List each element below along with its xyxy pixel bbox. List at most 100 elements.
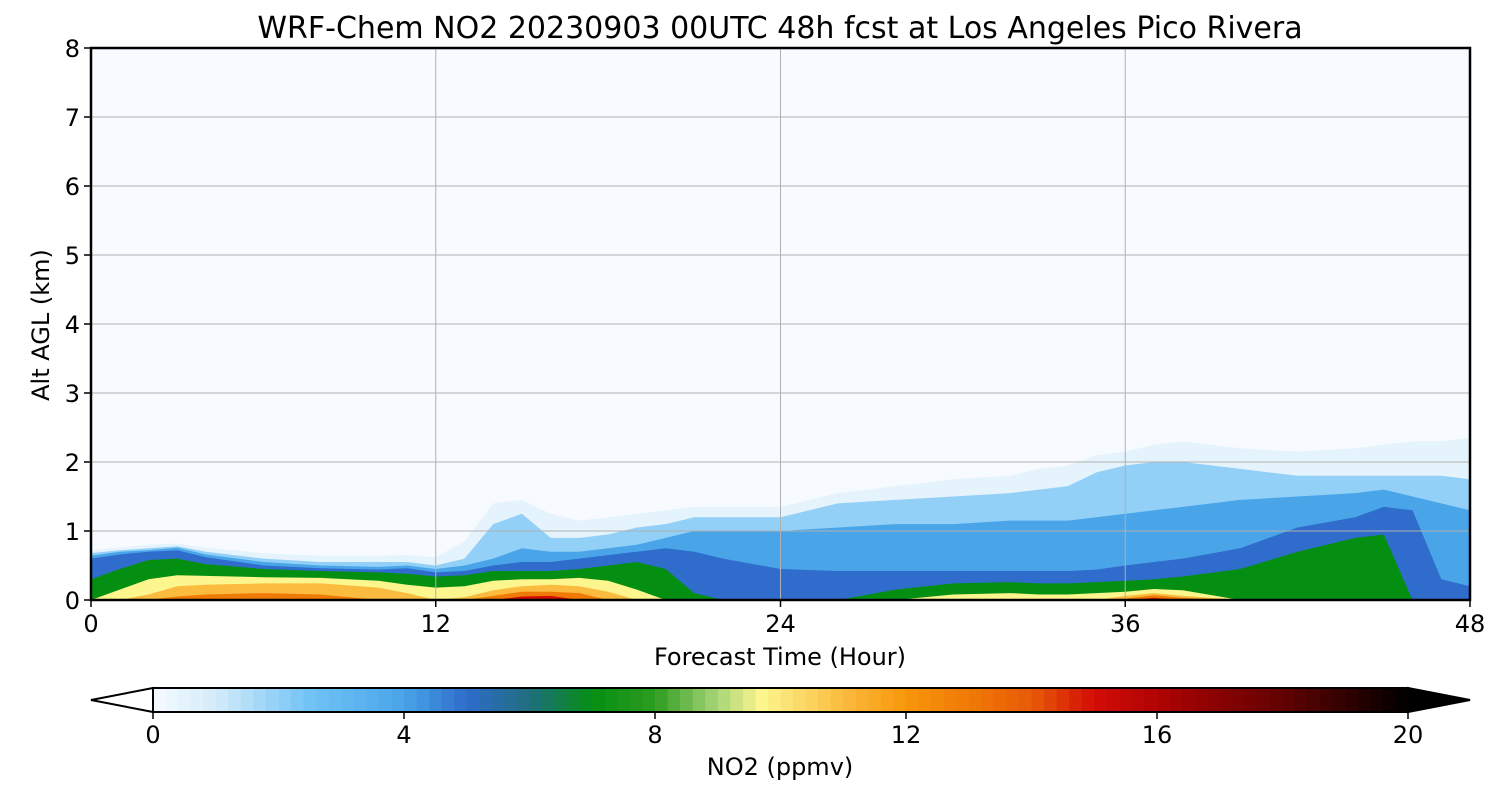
colorbar-cell <box>429 688 443 712</box>
y-tick-label-5: 5 <box>65 242 80 270</box>
colorbar-cell <box>1295 688 1309 712</box>
colorbar-cell <box>341 688 355 712</box>
x-tick-label-48: 48 <box>1455 610 1486 638</box>
y-axis-ticks: 0 1 2 3 4 5 6 7 8 <box>65 35 91 615</box>
colorbar-cell <box>943 688 957 712</box>
colorbar-label: NO2 (ppmv) <box>707 753 854 781</box>
colorbar-cell <box>1370 688 1384 712</box>
colorbar-color-cells <box>153 688 1409 712</box>
x-axis-ticks: 0 12 24 36 48 <box>83 600 1485 638</box>
colorbar-cell <box>1044 688 1058 712</box>
colorbar-cell <box>567 688 581 712</box>
y-tick-label-0: 0 <box>65 587 80 615</box>
colorbar-cell <box>1131 688 1146 712</box>
colorbar-cell <box>1395 688 1409 712</box>
colorbar-cell <box>742 688 756 712</box>
colorbar-cell <box>981 688 995 712</box>
colorbar-cell <box>629 688 644 712</box>
colorbar-cell <box>303 688 317 712</box>
colorbar-cell <box>1269 688 1284 712</box>
colorbar-cell <box>215 688 229 712</box>
colorbar-cell <box>968 688 982 712</box>
colorbar-cell <box>730 688 744 712</box>
colorbar-cell <box>1182 688 1196 712</box>
colorbar-cell <box>692 688 706 712</box>
colorbar-cell <box>931 688 945 712</box>
colorbar: 0 4 8 12 16 20 <box>90 686 1471 749</box>
colorbar-cell <box>153 688 167 712</box>
colorbar-cell <box>579 688 593 712</box>
colorbar-cell <box>1244 688 1258 712</box>
colorbar-cell <box>1257 688 1271 712</box>
colorbar-cell <box>1194 688 1208 712</box>
colorbar-cell <box>1018 688 1033 712</box>
chart-title: WRF-Chem NO2 20230903 00UTC 48h fcst at … <box>257 11 1302 46</box>
colorbar-cell <box>1094 688 1108 712</box>
colorbar-cell <box>818 688 832 712</box>
colorbar-cell <box>366 688 380 712</box>
colorbar-cell <box>830 688 844 712</box>
colorbar-cell <box>1144 688 1158 712</box>
colorbar-cell <box>1006 688 1020 712</box>
colorbar-cell <box>328 688 342 712</box>
colorbar-cell <box>906 688 920 712</box>
colorbar-tick-label-20: 20 <box>1393 721 1424 749</box>
colorbar-cell <box>316 688 330 712</box>
colorbar-cell <box>1219 688 1233 712</box>
y-tick-label-8: 8 <box>65 35 80 63</box>
colorbar-cell <box>667 688 681 712</box>
colorbar-cell <box>178 688 192 712</box>
colorbar-cell <box>391 688 405 712</box>
y-axis-label: Alt AGL (km) <box>27 249 55 401</box>
x-axis-label: Forecast Time (Hour) <box>654 643 906 671</box>
grid-lines <box>91 48 1470 600</box>
colorbar-cell <box>993 688 1007 712</box>
colorbar-cell <box>868 688 882 712</box>
colorbar-tick-label-12: 12 <box>891 721 922 749</box>
x-tick-label-36: 36 <box>1110 610 1141 638</box>
colorbar-cell <box>504 688 518 712</box>
colorbar-cell <box>1232 688 1246 712</box>
colorbar-cell <box>416 688 430 712</box>
colorbar-cell <box>1056 688 1070 712</box>
colorbar-tick-label-16: 16 <box>1142 721 1173 749</box>
colorbar-cell <box>918 688 932 712</box>
y-tick-label-4: 4 <box>65 311 80 339</box>
colorbar-cell <box>755 688 769 712</box>
colorbar-cell <box>516 688 531 712</box>
y-tick-label-3: 3 <box>65 380 80 408</box>
colorbar-cell <box>228 688 242 712</box>
colorbar-cell <box>717 688 731 712</box>
colorbar-tick-label-8: 8 <box>647 721 662 749</box>
colorbar-tick-label-4: 4 <box>396 721 411 749</box>
colorbar-cell <box>353 688 367 712</box>
colorbar-cell <box>454 688 468 712</box>
colorbar-cell <box>1282 688 1296 712</box>
colorbar-cell <box>642 688 656 712</box>
colorbar-cell <box>240 688 254 712</box>
colorbar-cell <box>1345 688 1359 712</box>
x-tick-label-24: 24 <box>765 610 796 638</box>
y-tick-label-6: 6 <box>65 173 80 201</box>
colorbar-cell <box>190 688 204 712</box>
colorbar-cell <box>378 688 393 712</box>
colorbar-cell <box>705 688 719 712</box>
colorbar-cell <box>1320 688 1334 712</box>
colorbar-low-extension <box>90 686 154 714</box>
colorbar-cell <box>1307 688 1321 712</box>
colorbar-cell <box>554 688 568 712</box>
colorbar-cell <box>529 688 543 712</box>
colorbar-cell <box>1119 688 1133 712</box>
colorbar-cell <box>291 688 305 712</box>
y-tick-label-7: 7 <box>65 104 80 132</box>
colorbar-cell <box>1357 688 1371 712</box>
colorbar-cell <box>956 688 970 712</box>
colorbar-cell <box>855 688 869 712</box>
colorbar-cell <box>617 688 631 712</box>
colorbar-cell <box>893 688 907 712</box>
colorbar-frame <box>152 687 1409 713</box>
colorbar-cell <box>441 688 455 712</box>
colorbar-cell <box>1382 688 1397 712</box>
colorbar-cell <box>1106 688 1120 712</box>
x-tick-label-12: 12 <box>420 610 451 638</box>
